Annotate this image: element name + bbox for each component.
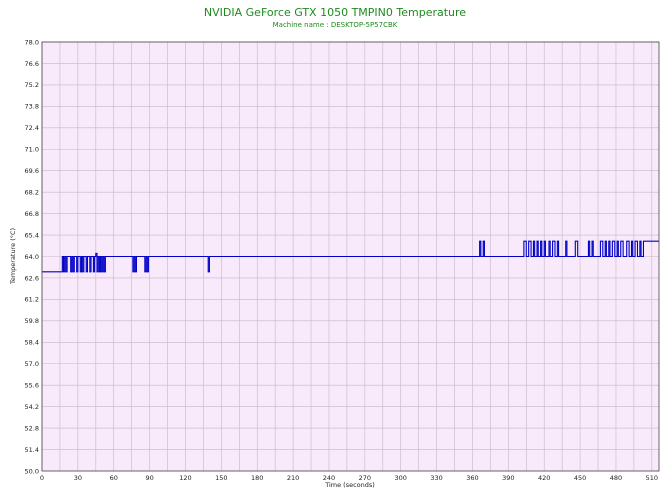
y-tick-label: 54.2 bbox=[25, 403, 39, 411]
y-tick-label: 69.6 bbox=[25, 167, 39, 175]
y-tick-label: 51.4 bbox=[25, 446, 39, 454]
x-tick-label: 180 bbox=[251, 474, 263, 482]
plot-border bbox=[41, 41, 660, 472]
x-tick-label: 480 bbox=[610, 474, 622, 482]
y-tick-label: 52.8 bbox=[25, 424, 39, 432]
x-tick-label: 450 bbox=[574, 474, 586, 482]
y-tick-label: 58.4 bbox=[25, 339, 39, 347]
y-tick-label: 62.6 bbox=[25, 274, 39, 282]
x-tick-label: 360 bbox=[466, 474, 478, 482]
y-tick-label: 76.6 bbox=[25, 60, 39, 68]
x-tick-label: 270 bbox=[359, 474, 371, 482]
x-tick-label: 510 bbox=[646, 474, 658, 482]
y-tick-label: 57.0 bbox=[25, 360, 39, 368]
y-tick-label: 78.0 bbox=[25, 38, 39, 46]
y-tick-label: 59.8 bbox=[25, 317, 39, 325]
y-tick-label: 64.0 bbox=[25, 253, 39, 261]
y-tick-label: 75.2 bbox=[25, 81, 39, 89]
y-tick-label: 66.8 bbox=[25, 210, 39, 218]
x-tick-label: 330 bbox=[430, 474, 442, 482]
x-tick-label: 300 bbox=[395, 474, 407, 482]
y-tick-label: 73.8 bbox=[25, 103, 39, 111]
x-tick-label: 60 bbox=[110, 474, 118, 482]
y-axis-label: Temperature (°C) bbox=[9, 228, 17, 285]
x-tick-label: 420 bbox=[538, 474, 550, 482]
x-tick-label: 210 bbox=[287, 474, 299, 482]
y-tick-labels: 50.0 51.4 52.8 54.2 55.6 57.0 58.4 59.8 61.2 62.6… bbox=[25, 38, 39, 475]
x-tick-label: 120 bbox=[179, 474, 191, 482]
x-tick-label: 390 bbox=[502, 474, 514, 482]
x-tick-labels: 0 30 60 90 120 150 180 210 240 270 300 330 360 390 420… bbox=[40, 474, 658, 482]
temperature-series-line bbox=[42, 240, 659, 273]
y-tick-label: 55.6 bbox=[25, 382, 39, 390]
y-tick-label: 72.4 bbox=[25, 124, 39, 132]
x-tick-label: 90 bbox=[145, 474, 153, 482]
chart-title: NVIDIA GeForce GTX 1050 TMPIN0 Temperatu… bbox=[204, 6, 466, 19]
x-tick-label: 240 bbox=[323, 474, 335, 482]
x-tick-label: 150 bbox=[215, 474, 227, 482]
y-tick-label: 68.2 bbox=[25, 188, 39, 196]
y-tick-label: 61.2 bbox=[25, 296, 39, 304]
y-tick-label: 71.0 bbox=[25, 146, 39, 154]
y-tick-label: 65.4 bbox=[25, 231, 39, 239]
x-axis-label: Time (seconds) bbox=[324, 481, 375, 489]
y-tick-label: 50.0 bbox=[25, 467, 39, 475]
x-tick-label: 0 bbox=[40, 474, 44, 482]
chart-subtitle: Machine name : DESKTOP-5P57CBK bbox=[273, 21, 398, 29]
x-tick-label: 30 bbox=[74, 474, 82, 482]
